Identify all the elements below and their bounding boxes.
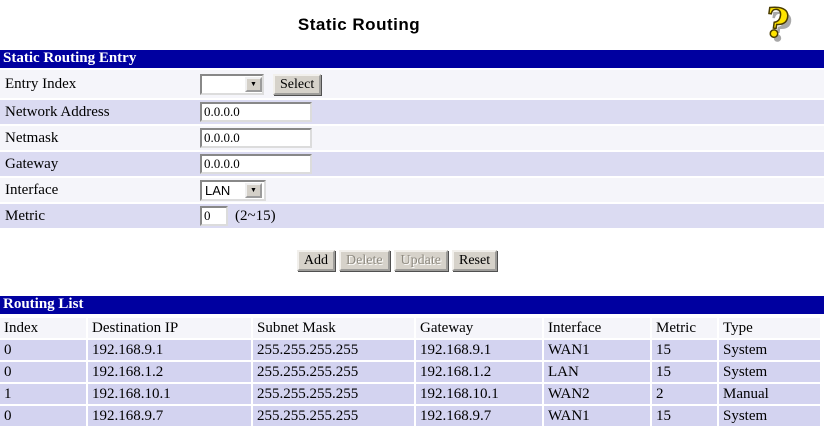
col-metric: Metric [652, 318, 717, 338]
chevron-down-icon: ▼ [245, 76, 262, 92]
cell-type: Manual [719, 384, 820, 404]
entry-index-select[interactable]: ▼ [200, 73, 264, 95]
form-row-network-address: Network Address [0, 100, 824, 124]
netmask-label: Netmask [5, 129, 59, 146]
cell-subnet-mask: 255.255.255.255 [253, 406, 414, 426]
cell-metric: 15 [652, 362, 717, 382]
cell-destination-ip: 192.168.1.2 [88, 362, 251, 382]
table-row: 0 192.168.9.1 255.255.255.255 192.168.9.… [0, 340, 820, 360]
cell-index: 1 [0, 384, 86, 404]
delete-button[interactable]: Delete [339, 250, 390, 271]
interface-select[interactable]: LAN ▼ [200, 179, 266, 201]
gateway-input[interactable] [200, 154, 312, 174]
cell-interface: WAN2 [544, 384, 650, 404]
col-type: Type [719, 318, 820, 338]
cell-interface: WAN1 [544, 406, 650, 426]
cell-subnet-mask: 255.255.255.255 [253, 384, 414, 404]
cell-type: System [719, 406, 820, 426]
cell-metric: 2 [652, 384, 717, 404]
col-gateway: Gateway [416, 318, 542, 338]
help-icon[interactable]: ? [754, 0, 800, 49]
form-row-metric: Metric (2~15) [0, 204, 824, 228]
update-button[interactable]: Update [393, 250, 448, 271]
cell-destination-ip: 192.168.9.7 [88, 406, 251, 426]
network-address-label: Network Address [5, 103, 110, 120]
cell-metric: 15 [652, 340, 717, 360]
cell-type: System [719, 340, 820, 360]
cell-metric: 15 [652, 406, 717, 426]
metric-input[interactable] [200, 206, 228, 226]
entry-index-label: Entry Index [5, 75, 77, 92]
table-row: 0 192.168.1.2 255.255.255.255 192.168.1.… [0, 362, 820, 382]
routing-list-section: Routing List Index Destination IP Subnet… [0, 296, 824, 428]
cell-index: 0 [0, 340, 86, 360]
cell-type: System [719, 362, 820, 382]
netmask-input[interactable] [200, 128, 312, 148]
routing-list-title: Routing List [3, 296, 84, 312]
cell-gateway: 192.168.9.1 [416, 340, 542, 360]
gateway-label: Gateway [5, 155, 59, 172]
reset-button[interactable]: Reset [451, 250, 498, 271]
page-header: Static Routing ? [0, 0, 824, 50]
col-destination-ip: Destination IP [88, 318, 251, 338]
col-interface: Interface [544, 318, 650, 338]
chevron-down-icon: ▼ [245, 182, 262, 198]
form-row-gateway: Gateway [0, 152, 824, 176]
cell-subnet-mask: 255.255.255.255 [253, 362, 414, 382]
table-header-row: Index Destination IP Subnet Mask Gateway… [0, 318, 820, 338]
network-address-input[interactable] [200, 102, 312, 122]
form-row-entry-index: Entry Index ▼ Select [0, 70, 824, 98]
page-title: Static Routing [297, 15, 421, 34]
metric-range-hint: (2~15) [235, 207, 276, 224]
cell-interface: WAN1 [544, 340, 650, 360]
routing-table: Index Destination IP Subnet Mask Gateway… [0, 316, 822, 428]
entry-section-title: Static Routing Entry [3, 50, 137, 66]
cell-gateway: 192.168.9.7 [416, 406, 542, 426]
cell-interface: LAN [544, 362, 650, 382]
question-mark-glyph: ? [761, 0, 792, 49]
form-buttons: Add Delete Update Reset [0, 250, 824, 271]
routing-list-header: Routing List [0, 296, 824, 314]
cell-destination-ip: 192.168.9.1 [88, 340, 251, 360]
form-row-netmask: Netmask [0, 126, 824, 150]
table-row: 1 192.168.10.1 255.255.255.255 192.168.1… [0, 384, 820, 404]
form-row-interface: Interface LAN ▼ [0, 178, 824, 202]
add-button[interactable]: Add [296, 250, 336, 271]
interface-label: Interface [5, 181, 59, 198]
cell-gateway: 192.168.1.2 [416, 362, 542, 382]
interface-select-value: LAN [205, 182, 231, 198]
cell-destination-ip: 192.168.10.1 [88, 384, 251, 404]
cell-subnet-mask: 255.255.255.255 [253, 340, 414, 360]
select-button[interactable]: Select [273, 73, 322, 95]
cell-index: 0 [0, 406, 86, 426]
table-row: 0 192.168.9.7 255.255.255.255 192.168.9.… [0, 406, 820, 426]
cell-gateway: 192.168.10.1 [416, 384, 542, 404]
col-subnet-mask: Subnet Mask [253, 318, 414, 338]
cell-index: 0 [0, 362, 86, 382]
metric-label: Metric [5, 207, 45, 224]
entry-section-header: Static Routing Entry [0, 50, 824, 68]
col-index: Index [0, 318, 86, 338]
